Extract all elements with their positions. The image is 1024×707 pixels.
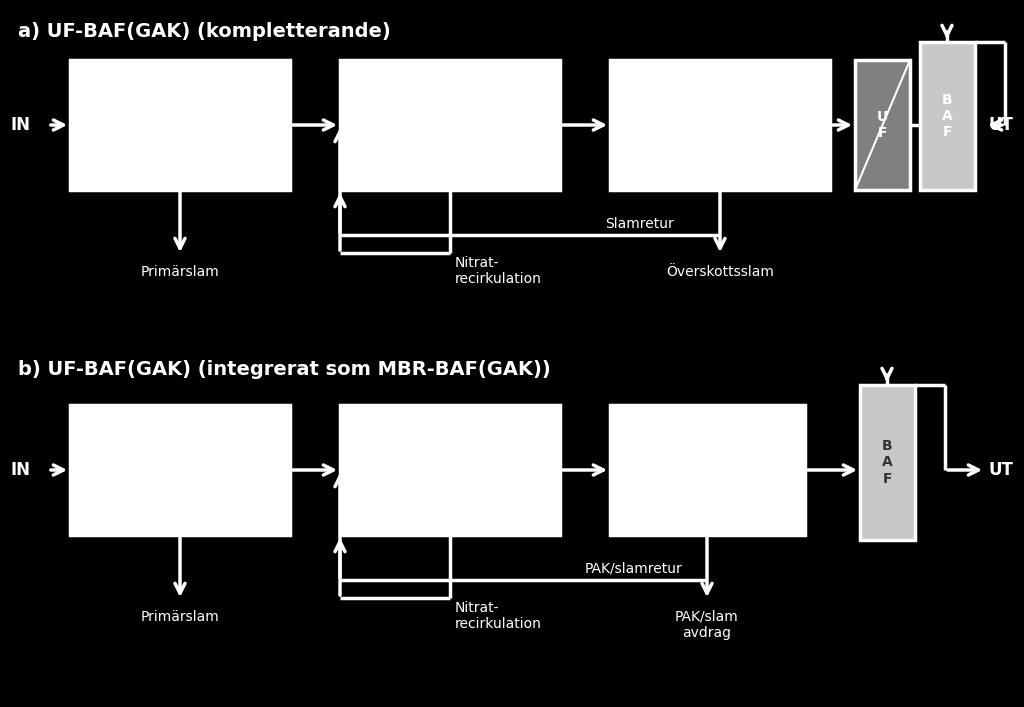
- Bar: [340, 60, 560, 190]
- Bar: [70, 405, 290, 535]
- Text: UT: UT: [989, 116, 1014, 134]
- Text: b) UF-BAF(GAK) (integrerat som MBR-BAF(GAK)): b) UF-BAF(GAK) (integrerat som MBR-BAF(G…: [18, 360, 551, 379]
- Text: IN: IN: [10, 116, 30, 134]
- Text: PAK/slam
avdrag: PAK/slam avdrag: [675, 610, 739, 641]
- Text: UT: UT: [989, 461, 1014, 479]
- Text: B
A
F: B A F: [942, 93, 953, 139]
- Bar: [610, 60, 830, 190]
- Text: Nitrat-
recirkulation: Nitrat- recirkulation: [455, 601, 542, 631]
- Text: Överskottsslam: Överskottsslam: [666, 265, 774, 279]
- Bar: [920, 42, 975, 190]
- Text: Primärslam: Primärslam: [140, 610, 219, 624]
- Bar: [70, 60, 290, 190]
- Bar: [855, 60, 910, 190]
- Bar: [860, 385, 915, 540]
- Text: Slamretur: Slamretur: [605, 217, 675, 231]
- Bar: [610, 405, 805, 535]
- Text: a) UF-BAF(GAK) (kompletterande): a) UF-BAF(GAK) (kompletterande): [18, 22, 391, 41]
- Bar: [340, 405, 560, 535]
- Text: Nitrat-
recirkulation: Nitrat- recirkulation: [455, 256, 542, 286]
- Text: U
F: U F: [877, 110, 888, 140]
- Text: PAK/slamretur: PAK/slamretur: [585, 562, 682, 576]
- Text: IN: IN: [10, 461, 30, 479]
- Text: B
A
F: B A F: [882, 439, 893, 486]
- Text: Primärslam: Primärslam: [140, 265, 219, 279]
